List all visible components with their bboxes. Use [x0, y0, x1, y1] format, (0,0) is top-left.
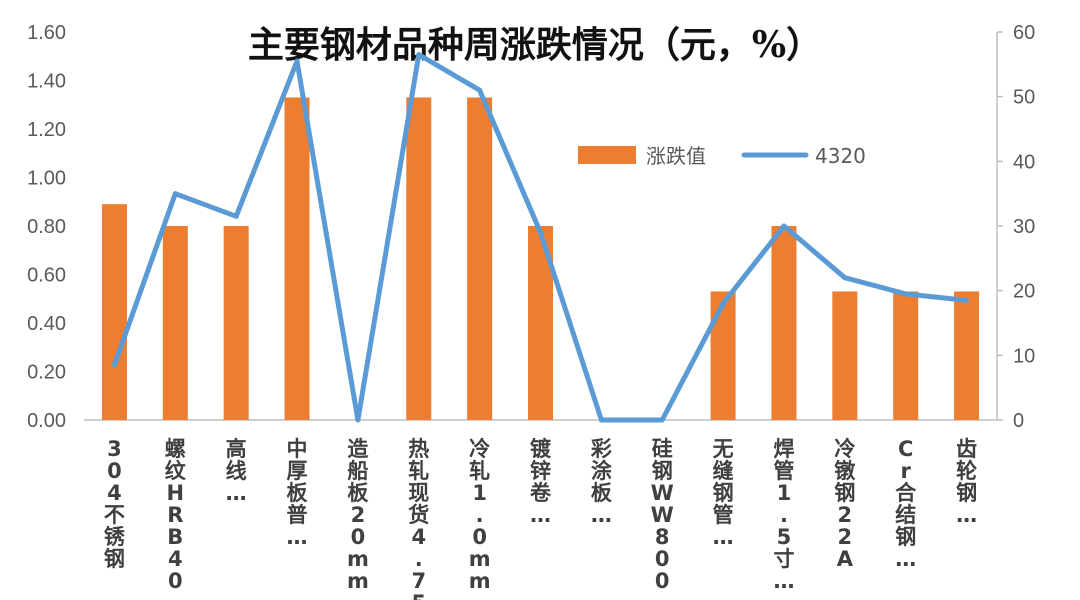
line-point — [477, 87, 483, 93]
left-tick-label: 0.60 — [27, 265, 66, 287]
category-label: 冷镦钢 2 2 A — [834, 437, 855, 571]
bar — [832, 291, 858, 420]
line-point — [781, 223, 787, 229]
bar — [954, 291, 980, 420]
right-tick-label: 60 — [1013, 22, 1035, 44]
legend-line-label: 4320 — [815, 144, 866, 168]
line-point — [720, 301, 726, 307]
left-tick-label: 1.20 — [27, 119, 66, 141]
category-label: 高线… — [226, 437, 247, 505]
line-point — [598, 417, 604, 423]
legend-bar-label: 涨跌值 — [646, 144, 706, 168]
bar — [406, 97, 432, 420]
left-tick-label: 0.40 — [27, 313, 66, 335]
bar-series — [101, 97, 980, 420]
left-tick-label: 1.00 — [27, 168, 66, 190]
line-point — [416, 52, 422, 58]
bar — [710, 291, 736, 420]
left-tick-label: 0.00 — [27, 410, 66, 432]
category-label: 无缝钢管… — [713, 437, 734, 549]
left-tick-label: 0.80 — [27, 216, 66, 238]
category-label: 焊管 1. 5 寸… — [773, 437, 794, 593]
bar — [162, 226, 188, 420]
category-label: 彩涂板… — [590, 437, 613, 527]
category-label: 造船板 2 0 m m — [347, 437, 369, 593]
line-point — [659, 417, 665, 423]
bar — [284, 97, 310, 420]
line-point — [964, 297, 970, 303]
category-label: 镀锌卷… — [530, 437, 552, 527]
right-tick-label: 0 — [1013, 410, 1024, 432]
line-point — [111, 362, 117, 368]
left-tick-label: 0.20 — [27, 362, 66, 384]
category-label: 硅钢 W W 8 0 0 — [651, 437, 674, 593]
line-point — [355, 417, 361, 423]
legend-bar-swatch — [578, 146, 636, 164]
bar — [101, 204, 127, 420]
line-point — [294, 58, 300, 64]
chart-title: 主要钢材品种周涨跌情况（元，%） — [248, 24, 822, 66]
left-tick-label: 1.60 — [27, 22, 66, 44]
right-tick-label: 30 — [1013, 216, 1035, 238]
line-series — [111, 52, 970, 423]
right-y-axis: 0 10 20 30 40 50 60 — [1013, 22, 1035, 432]
category-label: 中厚板普… — [287, 437, 309, 549]
line-point — [842, 275, 848, 281]
line-point — [172, 191, 178, 197]
legend: 涨跌值 4320 — [578, 144, 866, 168]
right-tick-label: 20 — [1013, 281, 1035, 303]
bar — [223, 226, 249, 420]
category-label: 3 0 4 不锈钢 — [104, 437, 126, 571]
right-tick-label: 40 — [1013, 151, 1035, 173]
right-tick-label: 10 — [1013, 345, 1035, 367]
left-tick-label: 1.40 — [27, 71, 66, 93]
right-tick-label: 50 — [1013, 87, 1035, 109]
line-point — [233, 213, 239, 219]
bar — [893, 291, 919, 420]
bar — [467, 97, 493, 420]
line-point — [538, 229, 543, 235]
left-y-axis: 0.00 0.20 0.40 0.60 0.80 1.00 1.20 1.40 1.60 — [27, 22, 66, 432]
category-label: 齿轮钢… — [956, 437, 977, 527]
bar — [771, 226, 797, 420]
category-label: 冷轧 1. 0 m m — [469, 437, 491, 593]
line-point — [903, 291, 909, 297]
